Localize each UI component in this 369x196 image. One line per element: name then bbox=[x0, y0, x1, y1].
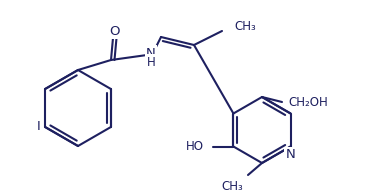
Text: CH₃: CH₃ bbox=[221, 180, 243, 192]
Text: N: N bbox=[286, 148, 296, 161]
Text: HO: HO bbox=[185, 140, 203, 153]
Text: N: N bbox=[146, 46, 156, 60]
Text: CH₂OH: CH₂OH bbox=[288, 95, 328, 109]
Text: I: I bbox=[37, 121, 41, 133]
Text: CH₃: CH₃ bbox=[234, 19, 256, 33]
Text: O: O bbox=[109, 24, 120, 37]
Text: H: H bbox=[146, 55, 155, 68]
